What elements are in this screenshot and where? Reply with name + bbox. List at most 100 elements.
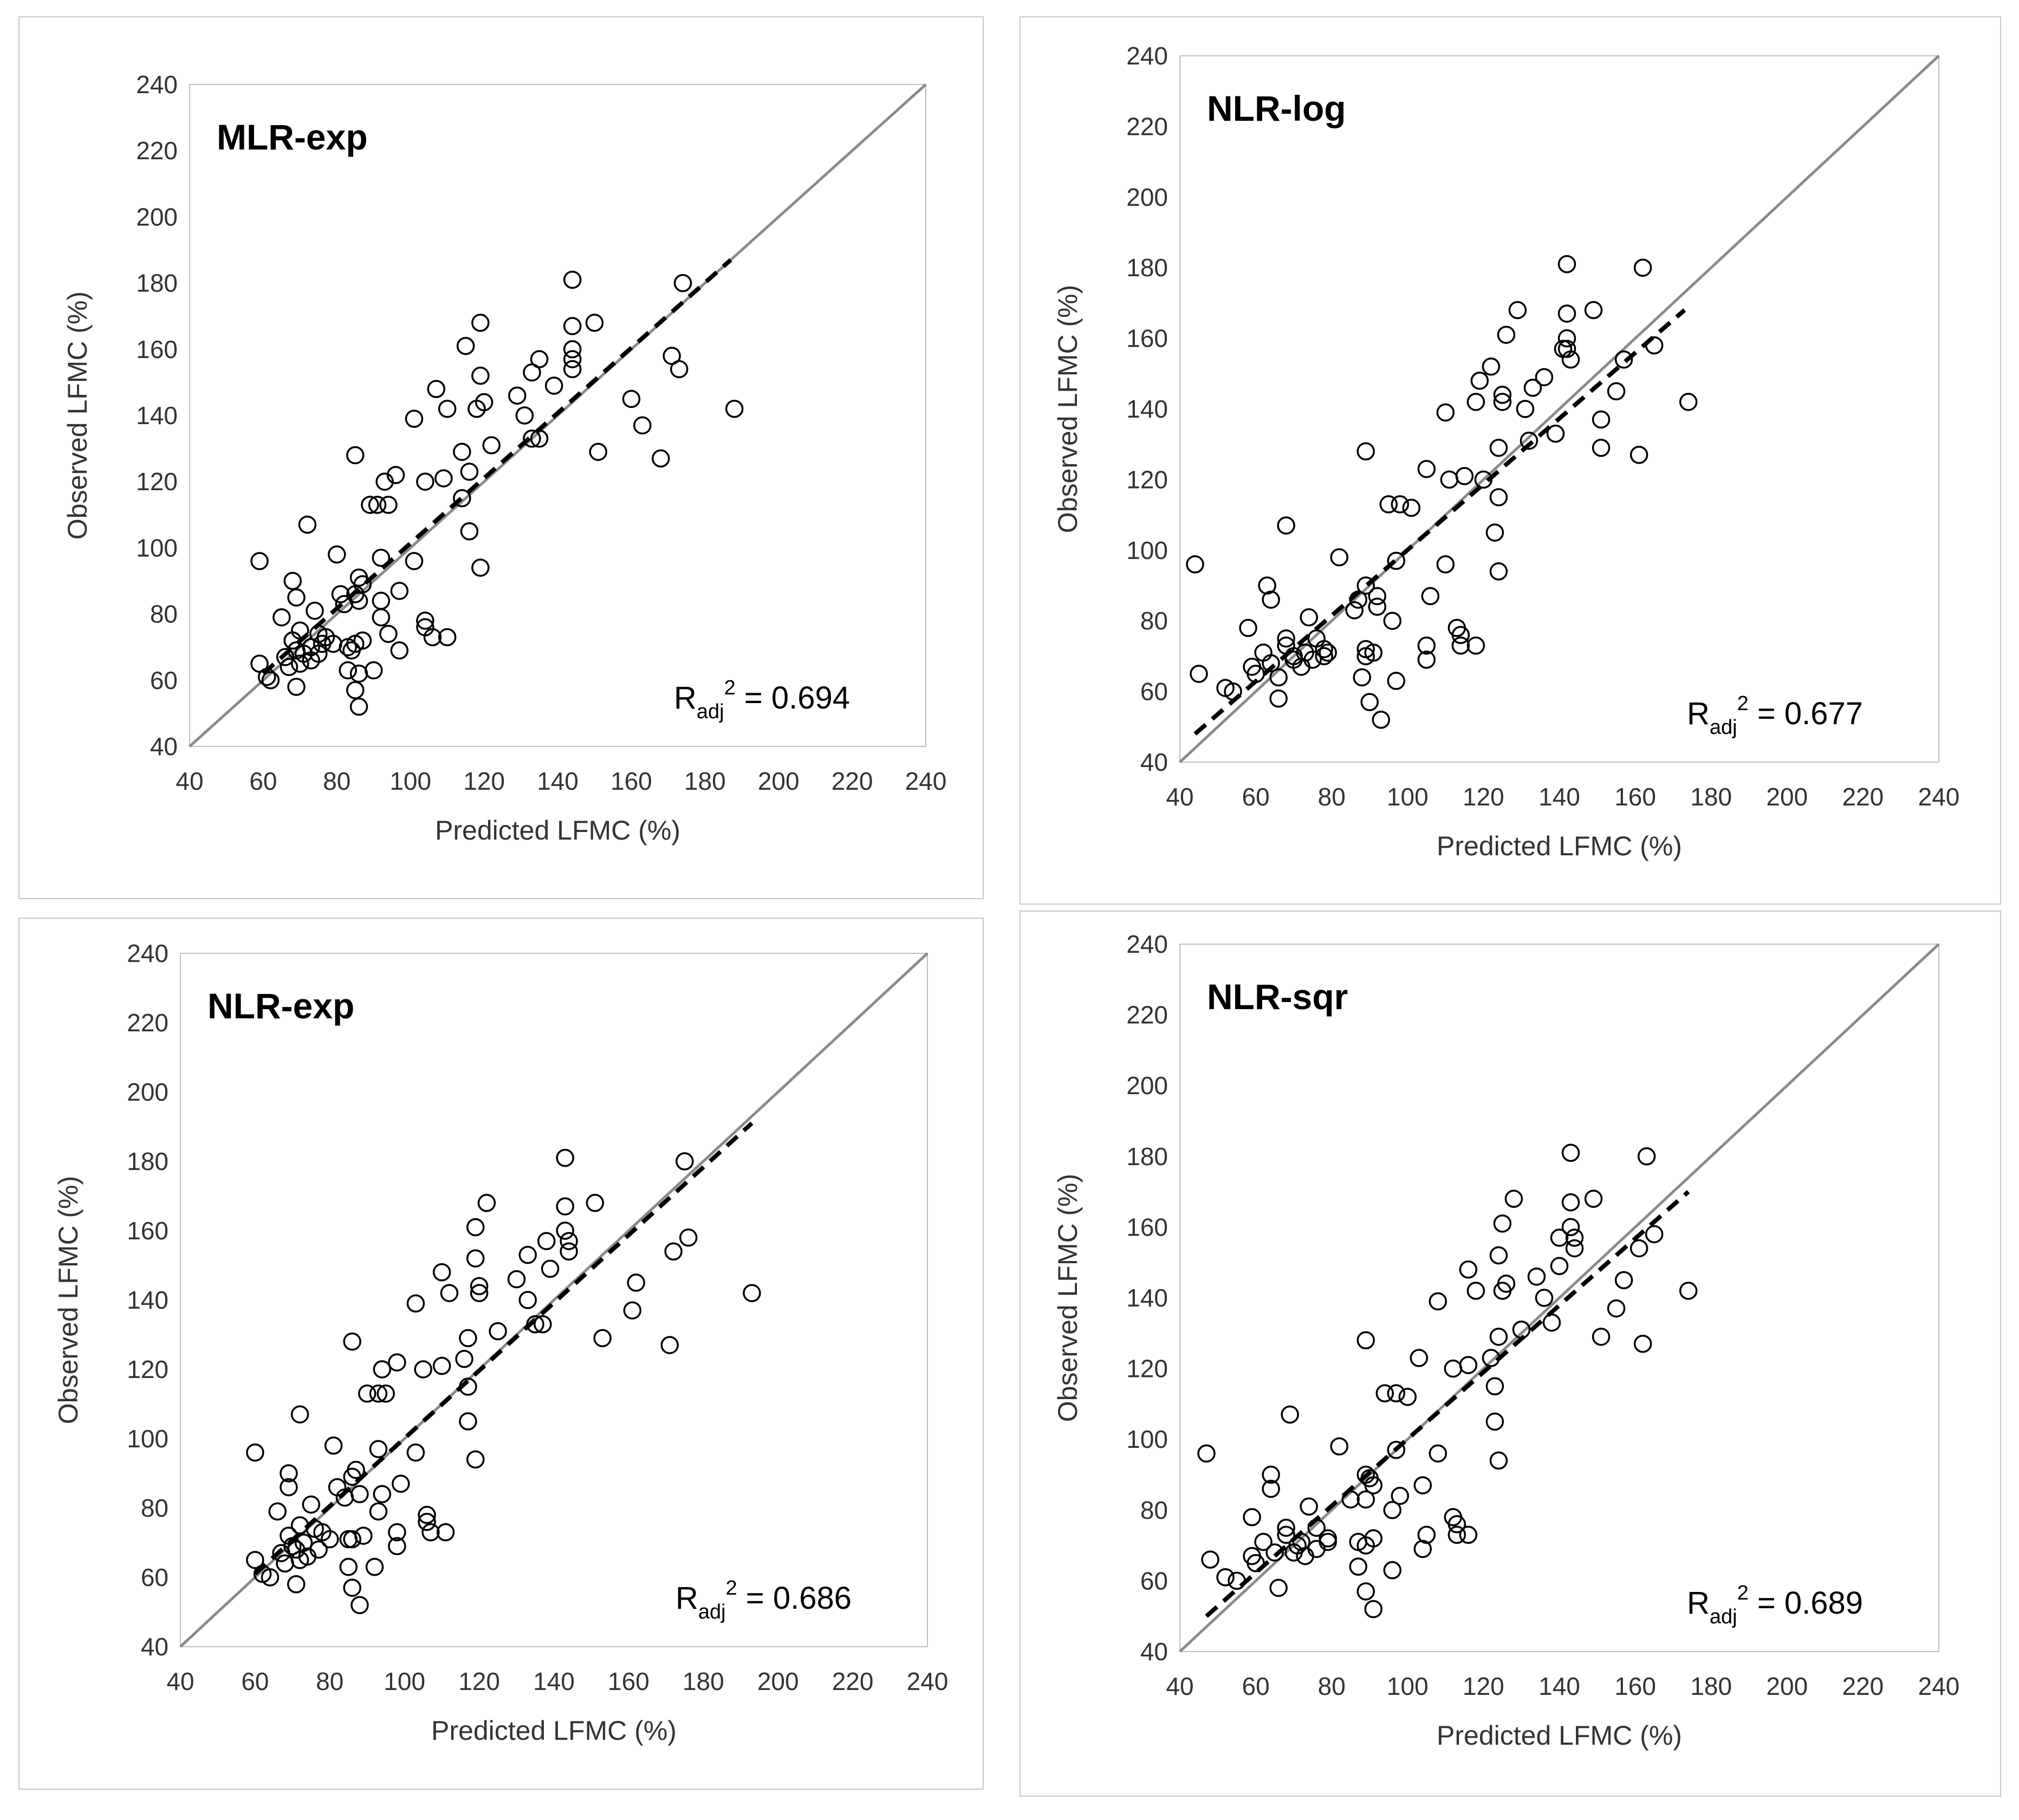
chart-2-data-point bbox=[743, 1284, 761, 1302]
chart-2-data-point bbox=[261, 1568, 280, 1587]
chart-1-data-point bbox=[1292, 658, 1310, 676]
chart-0-y-tick-label: 200 bbox=[136, 203, 178, 231]
chart-0-data-point bbox=[335, 595, 354, 614]
chart-3-x-tick-label: 220 bbox=[1842, 1672, 1884, 1700]
chart-3-data-point bbox=[1391, 1486, 1410, 1505]
chart-0-r2-value: = 0.694 bbox=[736, 680, 850, 716]
chart-2-x-tick-label: 140 bbox=[533, 1667, 575, 1695]
chart-0-x-tick-label: 160 bbox=[611, 767, 652, 795]
chart-0-data-point bbox=[372, 548, 391, 567]
chart-1-data-point bbox=[1239, 619, 1257, 637]
chart-0-x-tick-label: 120 bbox=[463, 767, 505, 795]
chart-2-r2-superscript: 2 bbox=[726, 1577, 737, 1600]
chart-2-data-point bbox=[302, 1495, 321, 1514]
chart-2-x-tick-label: 60 bbox=[241, 1667, 269, 1695]
chart-0-data-point bbox=[302, 651, 320, 670]
chart-1-x-tick-label: 80 bbox=[1318, 783, 1346, 811]
chart-0-x-tick-label: 240 bbox=[905, 767, 947, 795]
chart-0-data-point bbox=[416, 472, 434, 491]
chart-3-data-point bbox=[1637, 1147, 1656, 1166]
chart-1-y-tick-label: 220 bbox=[1126, 112, 1168, 140]
chart-0-data-point bbox=[622, 389, 641, 408]
chart-2-y-tick-label: 160 bbox=[127, 1217, 168, 1245]
chart-3-data-point bbox=[1535, 1289, 1554, 1307]
chart-1-data-point bbox=[1535, 368, 1554, 387]
chart-3-data-point bbox=[1356, 1331, 1375, 1350]
chart-2-data-point bbox=[507, 1270, 526, 1289]
chart-1-x-tick-label: 160 bbox=[1614, 783, 1656, 811]
chart-0-data-point bbox=[405, 552, 424, 570]
chart-3-data-point bbox=[1447, 1515, 1466, 1533]
chart-0-data-point bbox=[368, 496, 387, 514]
chart-1-data-point bbox=[1557, 340, 1576, 358]
chart-2-x-tick-label: 240 bbox=[907, 1667, 949, 1695]
chart-1-data-point bbox=[1417, 636, 1436, 655]
chart-1-data-point bbox=[1186, 555, 1204, 574]
chart-0-y-tick-label: 120 bbox=[136, 467, 178, 496]
chart-3-data-point bbox=[1262, 1479, 1280, 1498]
chart-3-y-tick-label: 160 bbox=[1126, 1213, 1168, 1241]
chart-1-data-point bbox=[1391, 495, 1410, 514]
chart-3-data-point bbox=[1356, 1490, 1375, 1509]
chart-1-data-point bbox=[1470, 372, 1489, 390]
chart-svg-nlr-log: 40 40 60 60 80 80 100 100 120 120 140 140 160 160 180 1… bbox=[1053, 42, 1959, 861]
chart-0-data-point bbox=[515, 406, 534, 425]
chart-1-data-point bbox=[1584, 301, 1603, 320]
chart-1-data-point bbox=[1630, 446, 1648, 464]
chart-3-y-tick-label: 100 bbox=[1126, 1425, 1168, 1453]
chart-1-data-point bbox=[1383, 612, 1402, 630]
chart-3-y-tick-label: 120 bbox=[1126, 1355, 1168, 1383]
chart-2-y-tick-label: 220 bbox=[127, 1009, 168, 1037]
chart-1-data-point bbox=[1319, 644, 1337, 662]
chart-0-x-tick-label: 100 bbox=[389, 767, 431, 795]
chart-3-data-point bbox=[1459, 1260, 1478, 1279]
chart-3-data-point bbox=[1330, 1437, 1348, 1456]
chart-1-data-point bbox=[1489, 488, 1508, 506]
chart-0-data-point bbox=[427, 380, 446, 398]
chart-0-data-point bbox=[342, 641, 361, 660]
chart-3-data-point bbox=[1319, 1532, 1337, 1551]
chart-0-data-point bbox=[283, 571, 302, 590]
chart-3-data-point bbox=[1300, 1497, 1318, 1516]
chart-2-data-point bbox=[470, 1284, 489, 1302]
chart-2-data-point bbox=[541, 1259, 560, 1278]
chart-1-data-point bbox=[1360, 693, 1379, 711]
chart-0-data-point bbox=[339, 661, 357, 680]
chart-0-data-point bbox=[280, 658, 298, 677]
chart-0-r2-annotation: Radj2 = 0.694 bbox=[674, 677, 850, 723]
chart-2-data-point bbox=[518, 1291, 537, 1309]
chart-0-data-point bbox=[331, 585, 350, 603]
chart-3-y-tick-label: 240 bbox=[1126, 930, 1168, 958]
chart-2-x-tick-label: 220 bbox=[832, 1667, 874, 1695]
chart-2-data-point bbox=[339, 1558, 358, 1576]
chart-0-data-point bbox=[589, 443, 607, 461]
chart-0-y-tick-label: 220 bbox=[136, 136, 178, 165]
chart-3-data-point bbox=[1466, 1282, 1485, 1300]
chart-2-data-point bbox=[556, 1197, 574, 1216]
chart-2-y-tick-label: 80 bbox=[141, 1494, 168, 1522]
chart-0-plot-frame bbox=[189, 84, 926, 747]
chart-0-data-point bbox=[372, 608, 391, 627]
chart-3-data-point bbox=[1243, 1508, 1261, 1526]
chart-1-data-point bbox=[1262, 590, 1280, 609]
chart-0-data-point bbox=[460, 463, 479, 481]
chart-0-title: MLR-exp bbox=[217, 117, 368, 157]
chart-3-x-tick-label: 80 bbox=[1318, 1672, 1346, 1700]
chart-0-data-point bbox=[250, 654, 269, 673]
chart-1-trend-line bbox=[1193, 308, 1686, 736]
chart-2-data-point bbox=[459, 1329, 477, 1348]
chart-1-x-tick-label: 140 bbox=[1538, 783, 1580, 811]
chart-3-y-tick-label: 180 bbox=[1126, 1142, 1168, 1171]
chart-0-data-point bbox=[563, 270, 582, 289]
chart-0-r2-prefix: R bbox=[674, 680, 697, 716]
chart-2-data-point bbox=[627, 1273, 645, 1292]
chart-0-x-axis-label: Predicted LFMC (%) bbox=[435, 815, 680, 846]
chart-1-y-tick-label: 100 bbox=[1126, 536, 1168, 564]
chart-2-x-tick-label: 180 bbox=[683, 1667, 724, 1695]
chart-0-data-point bbox=[261, 671, 280, 690]
chart-3-data-point bbox=[1561, 1193, 1580, 1212]
chart-2-y-tick-label: 120 bbox=[127, 1355, 168, 1383]
chart-2-data-point bbox=[432, 1356, 451, 1375]
chart-1-data-point bbox=[1508, 301, 1527, 320]
chart-1-data-point bbox=[1489, 562, 1508, 581]
